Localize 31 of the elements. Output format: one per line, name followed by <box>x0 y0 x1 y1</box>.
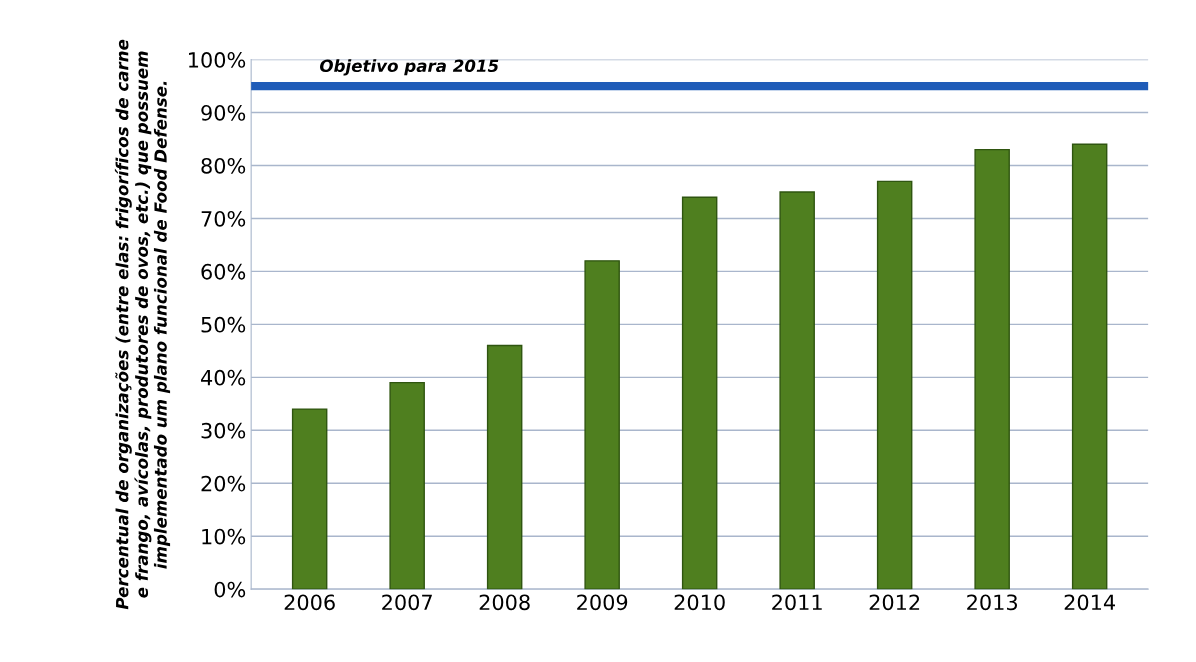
x-tick-label: 2008 <box>479 594 530 611</box>
bar <box>389 381 425 590</box>
x-tick-label: 2011 <box>772 594 822 611</box>
y-tick-label: 60% <box>201 263 246 280</box>
y-tick-label: 0% <box>214 581 246 598</box>
x-tick-label: 2010 <box>674 594 725 611</box>
x-tick-label: 2013 <box>967 594 1017 611</box>
bar <box>779 191 815 590</box>
bar <box>291 408 328 590</box>
y-tick-label: 90% <box>201 104 246 121</box>
bar <box>486 344 523 590</box>
y-tick-label: 30% <box>201 422 246 439</box>
x-tick-label: 2009 <box>577 594 628 611</box>
bar <box>584 260 620 590</box>
y-axis-title: Percentual de organizações (entre elas: frigoríficos de carne e frango, avícolas, produtores de ovos, etc.) que possuem implementado um plano funcional de Food Defense. <box>114 39 171 610</box>
x-tick-label: 2012 <box>869 594 920 611</box>
ref-line-label: Objetivo para 2015 <box>320 59 499 76</box>
bar <box>1071 143 1108 590</box>
y-tick-label: 40% <box>201 369 246 386</box>
y-tick-label: 70% <box>201 210 246 227</box>
x-tick-label: 2007 <box>382 594 432 611</box>
bar <box>974 148 1010 590</box>
x-tick-label: 2006 <box>284 594 335 611</box>
bar <box>876 180 913 590</box>
y-tick-label: 20% <box>201 475 246 492</box>
bar <box>681 196 718 590</box>
x-tick-label: 2014 <box>1064 594 1115 611</box>
y-tick-label: 100% <box>189 52 246 68</box>
y-tick-label: 50% <box>201 316 246 333</box>
y-tick-label: 10% <box>202 528 246 545</box>
y-tick-label: 80% <box>201 157 246 174</box>
